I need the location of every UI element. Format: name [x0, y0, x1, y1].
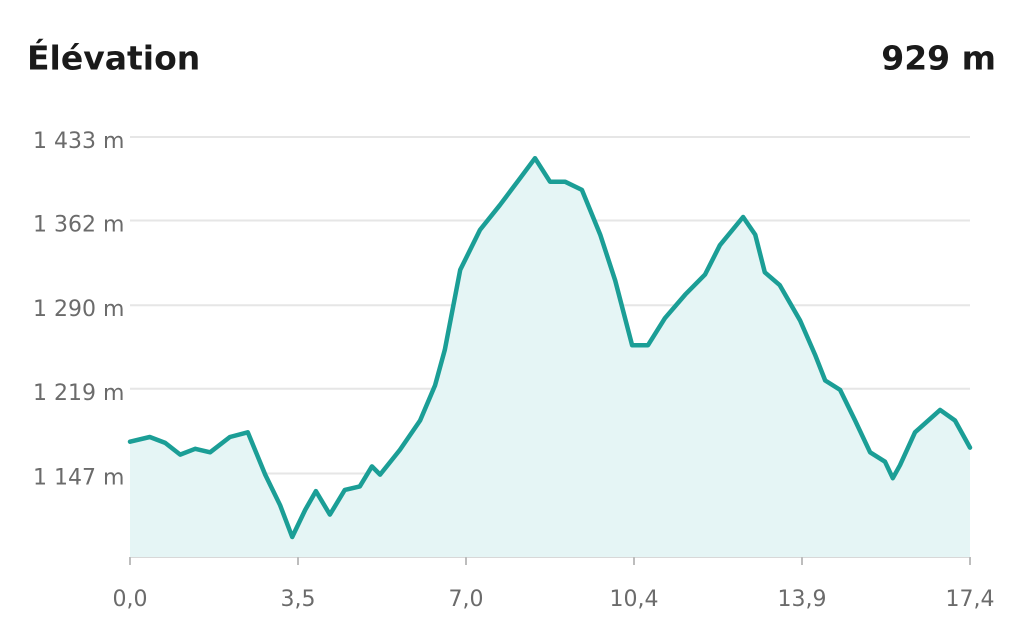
x-tick-label: 17,4	[946, 587, 995, 612]
elevation-line	[127, 155, 973, 540]
x-tick-label: 13,9	[778, 587, 827, 612]
elevation-area	[130, 158, 970, 557]
x-tick-label: 0,0	[113, 587, 148, 612]
y-tick-label: 1 362 m	[33, 213, 124, 238]
x-tick-label: 7,0	[449, 587, 484, 612]
x-tick-label: 3,5	[281, 587, 316, 612]
chart-title: Élévation	[27, 38, 200, 78]
elevation-summary: 929 m	[881, 39, 996, 78]
x-tick-label: 10,4	[610, 587, 659, 612]
y-tick-label: 1 147 m	[33, 465, 124, 490]
y-tick-label: 1 219 m	[33, 381, 124, 406]
y-tick-label: 1 290 m	[33, 297, 124, 322]
y-tick-label: 1 433 m	[33, 129, 124, 154]
